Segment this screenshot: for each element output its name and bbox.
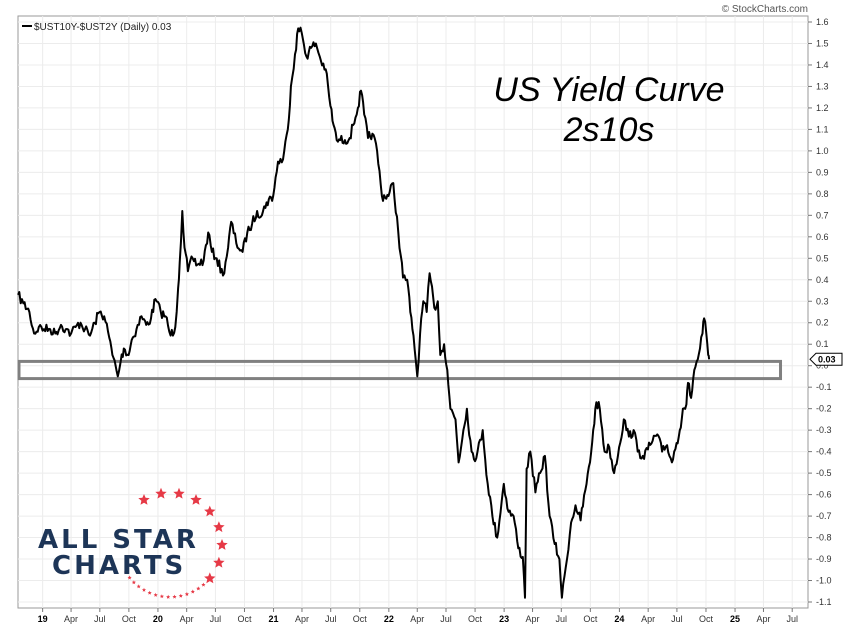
y-tick-label: -0.4 bbox=[816, 447, 832, 457]
y-tick-label: 0.8 bbox=[816, 189, 829, 199]
logo-star-icon bbox=[213, 521, 225, 533]
y-tick-label: 0.9 bbox=[816, 167, 829, 177]
x-tick-label: Jul bbox=[210, 614, 222, 624]
logo-small-star-icon bbox=[172, 594, 177, 599]
logo-star-icon bbox=[190, 494, 202, 505]
chart-title: US Yield Curve bbox=[493, 71, 724, 109]
watermark: © StockCharts.com bbox=[722, 4, 808, 15]
series-line-ust10y-ust2y bbox=[17, 26, 711, 599]
x-tick-label: Oct bbox=[353, 614, 368, 624]
x-tick-label: Jul bbox=[671, 614, 683, 624]
y-axis: 1.6 1.5 1.4 1.3 1.2 1.1 1.0 0.9 0.8 0.7 0.6 0.5 0.4 0… bbox=[808, 17, 832, 607]
chart-subtitle: 2s10s bbox=[563, 111, 655, 149]
y-tick-label: 1.3 bbox=[816, 81, 829, 91]
logo-star-icon bbox=[216, 539, 228, 550]
x-tick-label: Apr bbox=[410, 614, 424, 624]
y-tick-label: -0.9 bbox=[816, 554, 832, 564]
logo-small-star-icon bbox=[196, 586, 201, 591]
x-tick-label: 22 bbox=[384, 614, 394, 624]
logo-star-icon bbox=[204, 572, 216, 584]
all-star-charts-logo: ALL STAR CHARTS bbox=[38, 487, 228, 599]
x-tick-label: Oct bbox=[237, 614, 252, 624]
y-tick-label: -1.1 bbox=[816, 597, 832, 607]
y-tick-label: -0.2 bbox=[816, 404, 832, 414]
last-value-marker: 0.03 bbox=[809, 352, 843, 366]
logo-small-star-icon bbox=[166, 594, 171, 599]
y-tick-label: 1.4 bbox=[816, 60, 829, 70]
x-tick-label: 24 bbox=[614, 614, 624, 624]
y-tick-label: -0.5 bbox=[816, 468, 832, 478]
y-tick-label: -0.8 bbox=[816, 533, 832, 543]
x-tick-label: Jul bbox=[556, 614, 568, 624]
x-tick-label: Oct bbox=[468, 614, 483, 624]
y-tick-label: 1.0 bbox=[816, 146, 829, 156]
x-tick-label: Jul bbox=[786, 614, 798, 624]
logo-small-star-icon bbox=[201, 582, 206, 587]
x-tick-label: Oct bbox=[583, 614, 598, 624]
x-tick-label: Jul bbox=[94, 614, 106, 624]
y-tick-label: 1.1 bbox=[816, 124, 829, 134]
x-tick-label: 23 bbox=[499, 614, 509, 624]
logo-small-star-icon bbox=[141, 587, 147, 592]
y-tick-label: -0.6 bbox=[816, 490, 832, 500]
x-tick-label: 25 bbox=[730, 614, 740, 624]
x-tick-label: 21 bbox=[269, 614, 279, 624]
x-tick-label: Apr bbox=[526, 614, 540, 624]
logo-small-star-icon bbox=[153, 592, 158, 597]
last-value-label: 0.03 bbox=[818, 354, 836, 364]
logo-small-star-icon bbox=[159, 594, 164, 599]
x-tick-label: Apr bbox=[295, 614, 309, 624]
logo-star-icon bbox=[138, 494, 150, 505]
x-tick-label: Oct bbox=[122, 614, 137, 624]
logo-small-star-icon bbox=[136, 584, 141, 589]
x-tick-label: Oct bbox=[699, 614, 714, 624]
x-tick-label: 20 bbox=[153, 614, 163, 624]
logo-small-star-icon bbox=[147, 590, 152, 595]
logo-small-star-icon bbox=[184, 592, 189, 596]
x-tick-label: Jul bbox=[325, 614, 337, 624]
logo-line2: CHARTS bbox=[52, 551, 186, 581]
y-tick-label: 0.3 bbox=[816, 296, 829, 306]
y-tick-label: -0.7 bbox=[816, 511, 832, 521]
x-axis: 19 Apr Jul Oct 20 Apr Jul Oct 21 Apr Jul Oct 22 Apr Ju… bbox=[38, 608, 798, 624]
logo-small-star-icon bbox=[127, 575, 132, 580]
y-tick-label: -0.1 bbox=[816, 382, 832, 392]
y-tick-label: 1.6 bbox=[816, 17, 829, 27]
y-tick-label: 1.2 bbox=[816, 103, 829, 113]
logo-star-icon bbox=[155, 487, 167, 499]
zero-zone-box bbox=[17, 359, 783, 381]
plot-area bbox=[17, 15, 809, 609]
y-tick-label: -0.3 bbox=[816, 425, 832, 435]
y-tick-label: 0.5 bbox=[816, 253, 829, 263]
logo-small-star-icon bbox=[190, 589, 195, 594]
legend: $UST10Y-$UST2Y (Daily) 0.03 bbox=[22, 22, 172, 33]
x-tick-label: Jul bbox=[440, 614, 452, 624]
logo-line1: ALL STAR bbox=[38, 525, 199, 555]
legend-label: $UST10Y-$UST2Y (Daily) 0.03 bbox=[34, 22, 172, 33]
y-tick-label: 0.4 bbox=[816, 275, 829, 285]
logo-star-icon bbox=[204, 505, 216, 517]
x-tick-label: Apr bbox=[756, 614, 770, 624]
x-tick-label: Apr bbox=[64, 614, 78, 624]
y-tick-label: 0.1 bbox=[816, 339, 829, 349]
logo-small-star-icon bbox=[131, 580, 136, 585]
logo-small-star-icon bbox=[123, 570, 128, 575]
logo-star-icon bbox=[173, 487, 185, 499]
x-tick-label: Apr bbox=[641, 614, 655, 624]
grid bbox=[18, 16, 808, 608]
y-tick-label: -1.0 bbox=[816, 576, 832, 586]
logo-star-icon bbox=[213, 556, 225, 568]
y-tick-label: 0.6 bbox=[816, 232, 829, 242]
y-tick-label: 0.2 bbox=[816, 318, 829, 328]
logo-stars bbox=[123, 487, 228, 599]
last-value-tag bbox=[809, 352, 843, 366]
y-tick-label: 1.5 bbox=[816, 38, 829, 48]
x-tick-label: Apr bbox=[180, 614, 194, 624]
x-tick-label: 19 bbox=[38, 614, 48, 624]
y-tick-label: 0.7 bbox=[816, 210, 829, 220]
logo-small-star-icon bbox=[178, 593, 183, 598]
